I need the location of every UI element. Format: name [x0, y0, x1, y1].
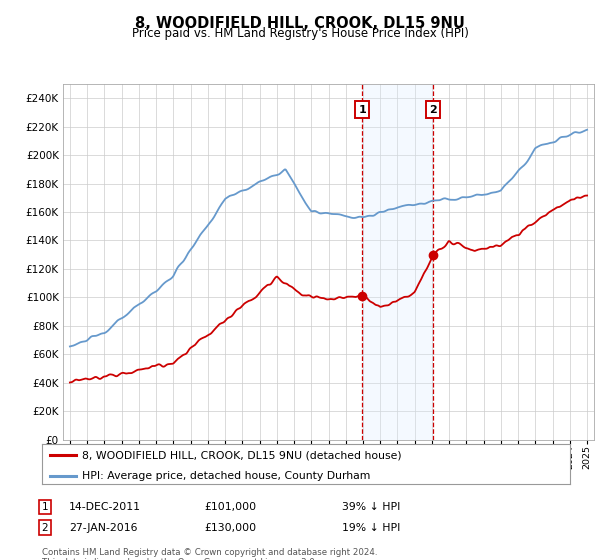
- Text: 14-DEC-2011: 14-DEC-2011: [69, 502, 141, 512]
- Text: 19% ↓ HPI: 19% ↓ HPI: [342, 522, 400, 533]
- Text: 8, WOODIFIELD HILL, CROOK, DL15 9NU (detached house): 8, WOODIFIELD HILL, CROOK, DL15 9NU (det…: [82, 450, 401, 460]
- Text: 8, WOODIFIELD HILL, CROOK, DL15 9NU: 8, WOODIFIELD HILL, CROOK, DL15 9NU: [135, 16, 465, 31]
- Text: 1: 1: [358, 105, 366, 115]
- Text: 2: 2: [41, 522, 49, 533]
- Text: 27-JAN-2016: 27-JAN-2016: [69, 522, 137, 533]
- Text: £130,000: £130,000: [204, 522, 256, 533]
- Text: 2: 2: [430, 105, 437, 115]
- Text: Price paid vs. HM Land Registry's House Price Index (HPI): Price paid vs. HM Land Registry's House …: [131, 27, 469, 40]
- Text: Contains HM Land Registry data © Crown copyright and database right 2024.
This d: Contains HM Land Registry data © Crown c…: [42, 548, 377, 560]
- Text: 1: 1: [41, 502, 49, 512]
- Bar: [362, 84, 433, 440]
- Text: £101,000: £101,000: [204, 502, 256, 512]
- Text: HPI: Average price, detached house, County Durham: HPI: Average price, detached house, Coun…: [82, 470, 370, 480]
- Text: 39% ↓ HPI: 39% ↓ HPI: [342, 502, 400, 512]
